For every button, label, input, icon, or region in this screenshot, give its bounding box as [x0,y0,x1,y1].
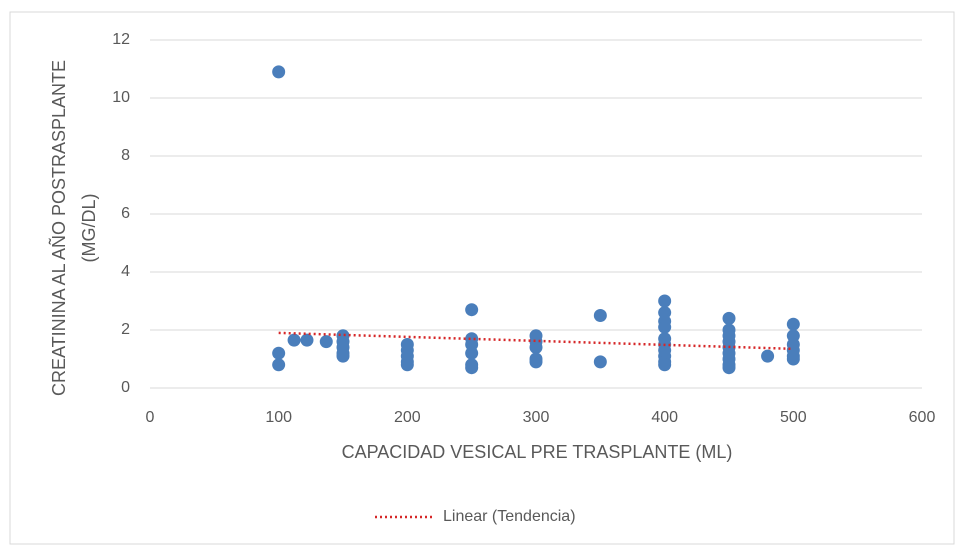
point [658,294,672,308]
point [400,358,414,372]
y-tick-label: 4 [121,263,130,280]
x-tick-label: 600 [909,409,936,426]
point [465,361,479,375]
x-tick-label: 400 [651,409,678,426]
point [336,349,350,363]
point [593,355,607,369]
x-tick-label: 500 [780,409,807,426]
chart-frame [9,11,955,545]
y-axis-label: CREATININA AL AÑO POSTRASPLANTE [48,60,69,396]
point [529,355,543,369]
point [658,320,672,334]
trend-line [278,331,794,351]
point [722,361,736,375]
x-tick-label: 200 [394,409,421,426]
y-tick-label: 6 [121,205,130,222]
y-tick-label: 2 [121,321,130,338]
point [319,335,333,349]
x-tick-label: 300 [523,409,550,426]
point [761,349,775,363]
point [465,303,479,317]
y-tick-label: 0 [121,379,130,396]
point [465,346,479,360]
legend-label: Linear (Tendencia) [443,508,576,525]
point [272,346,286,360]
x-tick-label: 0 [146,409,155,426]
x-tick-label: 100 [265,409,292,426]
point [272,65,286,79]
point [593,309,607,322]
point [786,317,800,331]
point [272,358,286,372]
y-axis-label: (MG/DL) [79,194,99,263]
y-tick-label: 12 [112,31,130,48]
point [722,311,736,325]
point [786,352,800,366]
y-tick-label: 8 [121,147,130,164]
y-tick-label: 10 [112,89,130,106]
point [658,358,672,372]
x-axis-label: CAPACIDAD VESICAL PRE TRASPLANTE (ML) [342,442,733,462]
point [287,333,301,347]
point [529,340,543,354]
point [300,333,314,347]
